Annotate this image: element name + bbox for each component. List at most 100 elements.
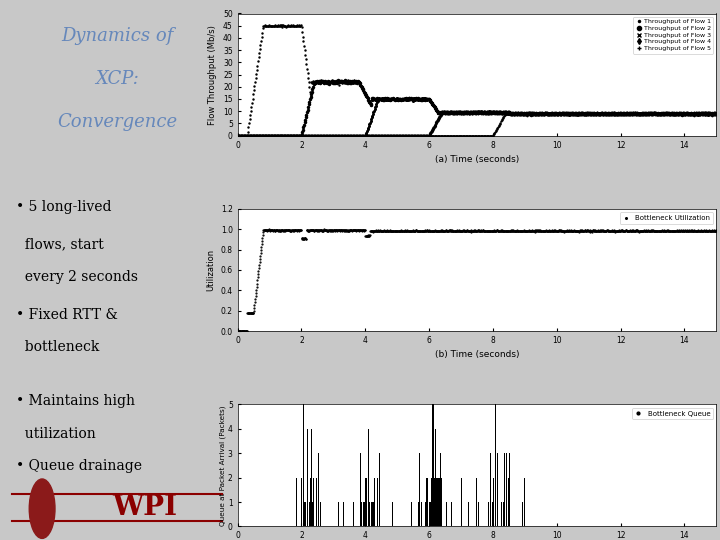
Bar — [309, 502, 310, 526]
Bar — [508, 478, 509, 526]
Text: Dynamics of: Dynamics of — [60, 27, 174, 45]
Bottleneck Utilization — [698, 227, 706, 234]
Text: utilization: utilization — [17, 427, 96, 441]
Bar — [500, 404, 501, 526]
Bottleneck Utilization — [233, 328, 242, 334]
Bar — [313, 478, 314, 526]
Throughput of Flow 5 — [434, 132, 443, 139]
Throughput of Flow 5 — [674, 110, 683, 117]
Legend: Throughput of Flow 1, Throughput of Flow 2, Throughput of Flow 3, Throughput of : Throughput of Flow 1, Throughput of Flow… — [633, 17, 714, 53]
Bottleneck Utilization — [438, 227, 447, 234]
Bar — [504, 478, 505, 526]
Throughput of Flow 2 — [698, 111, 706, 117]
Bar — [440, 453, 441, 526]
Bar — [431, 478, 432, 526]
Bar — [318, 453, 319, 526]
Bar — [313, 453, 315, 526]
Bar — [493, 478, 494, 526]
Throughput of Flow 3 — [438, 109, 447, 116]
Bar — [368, 478, 369, 526]
Bar — [332, 502, 333, 526]
Throughput of Flow 5 — [698, 110, 706, 117]
Throughput of Flow 3 — [233, 132, 242, 139]
Bar — [488, 502, 489, 526]
Bar — [304, 502, 305, 526]
Text: bottleneck: bottleneck — [17, 340, 100, 354]
Throughput of Flow 3 — [712, 110, 720, 117]
Bar — [301, 478, 302, 526]
Bar — [478, 502, 479, 526]
Bar — [418, 502, 419, 526]
Bar — [373, 502, 374, 526]
Text: • Queue drainage: • Queue drainage — [17, 459, 143, 473]
Text: Convergence: Convergence — [57, 113, 177, 131]
Bar — [439, 478, 440, 526]
Bottleneck Utilization — [332, 226, 341, 233]
Throughput of Flow 2 — [435, 110, 444, 116]
Throughput of Flow 5 — [563, 109, 572, 116]
Bar — [427, 502, 428, 526]
Throughput of Flow 3 — [435, 110, 444, 116]
Bar — [308, 429, 310, 526]
Bottleneck Utilization — [674, 228, 683, 234]
Bar — [504, 453, 505, 526]
Bar — [432, 404, 433, 526]
Throughput of Flow 4 — [233, 132, 242, 139]
Bar — [524, 478, 525, 526]
Throughput of Flow 4 — [698, 110, 706, 116]
Throughput of Flow 1 — [435, 110, 444, 116]
Bar — [425, 502, 426, 526]
Bar — [418, 502, 419, 526]
Bar — [374, 478, 375, 526]
Bar — [361, 478, 362, 526]
Bar — [436, 478, 437, 526]
Throughput of Flow 1 — [698, 110, 706, 117]
Bar — [427, 478, 428, 526]
Bar — [305, 502, 306, 526]
Y-axis label: Queue at Packet Arrival (Packets): Queue at Packet Arrival (Packets) — [220, 405, 227, 525]
Bar — [374, 502, 375, 526]
Throughput of Flow 2 — [354, 77, 362, 83]
Throughput of Flow 1 — [272, 22, 281, 28]
Bar — [368, 429, 369, 526]
Throughput of Flow 3 — [581, 110, 590, 117]
Bar — [365, 478, 366, 526]
Bar — [379, 453, 380, 526]
Line: Throughput of Flow 2: Throughput of Flow 2 — [237, 79, 717, 137]
Throughput of Flow 2 — [712, 110, 720, 117]
Bar — [368, 478, 369, 526]
Throughput of Flow 4 — [674, 111, 683, 117]
Throughput of Flow 5 — [461, 132, 469, 139]
Bar — [423, 404, 425, 526]
Bar — [441, 478, 442, 526]
Bar — [468, 502, 469, 526]
Throughput of Flow 1 — [233, 132, 242, 139]
Bar — [426, 478, 427, 526]
Bar — [503, 502, 504, 526]
Bar — [429, 502, 430, 526]
Bar — [353, 502, 354, 526]
Throughput of Flow 5 — [581, 110, 590, 117]
Bar — [503, 502, 504, 526]
Text: • 5 long-lived: • 5 long-lived — [17, 200, 112, 214]
Bar — [439, 478, 440, 526]
Bar — [305, 502, 306, 526]
Bar — [439, 502, 440, 526]
Bottleneck Utilization — [712, 228, 720, 234]
Bar — [434, 478, 435, 526]
Bar — [304, 502, 305, 526]
Bar — [364, 502, 365, 526]
Throughput of Flow 5 — [233, 132, 242, 139]
Throughput of Flow 1 — [438, 109, 447, 116]
Bar — [431, 502, 432, 526]
Bar — [461, 478, 462, 526]
Bar — [501, 502, 502, 526]
Throughput of Flow 1 — [461, 109, 469, 115]
Bar — [501, 502, 502, 526]
Line: Throughput of Flow 3: Throughput of Flow 3 — [237, 96, 717, 137]
Bar — [490, 453, 491, 526]
Bar — [300, 429, 302, 526]
Throughput of Flow 3 — [698, 110, 706, 117]
Bar — [368, 502, 369, 526]
Bar — [411, 502, 412, 526]
